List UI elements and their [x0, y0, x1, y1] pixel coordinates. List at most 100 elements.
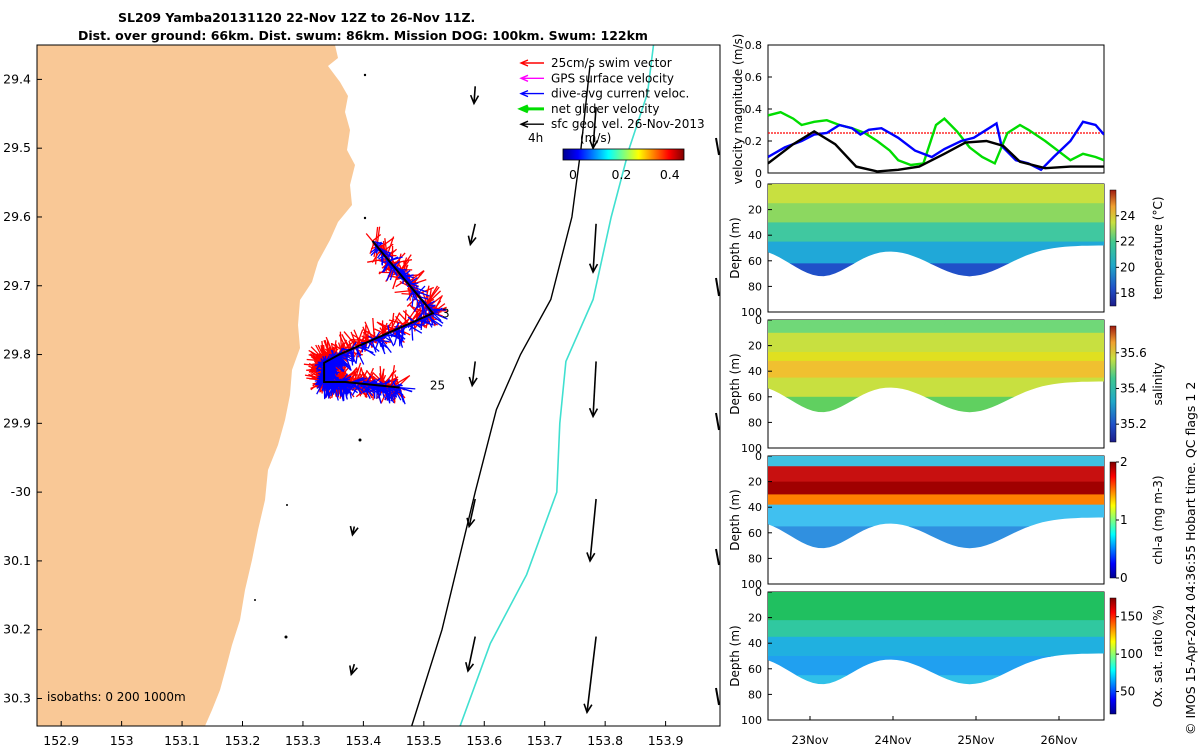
vector-stroke: [393, 327, 400, 346]
section-profile-top: [898, 320, 905, 327]
section-profile-top: [966, 184, 973, 191]
section-profile-top: [959, 456, 966, 463]
section-profile-top: [932, 456, 939, 463]
section-profile-top: [1061, 184, 1068, 191]
section-profile-top: [796, 456, 803, 463]
section-x-tick-label: 25Nov: [957, 733, 994, 747]
section-profile-top: [1102, 320, 1104, 326]
section-profile-top: [789, 592, 796, 599]
small-islands: [254, 73, 367, 639]
map-x-tick-label: 153.9: [648, 733, 684, 748]
vector-stroke: [371, 339, 377, 353]
section-y-tick-label: 40: [748, 637, 762, 650]
coastline-land: [37, 45, 355, 726]
section-profile-top: [816, 320, 823, 327]
section-profile-top: [1102, 592, 1104, 598]
section-profile-top: [1027, 320, 1034, 327]
legend-label: 25cm/s swim vector: [551, 56, 672, 70]
section-profile-top: [809, 592, 816, 599]
section-profile-top: [830, 184, 837, 191]
section-profile-top: [1040, 320, 1048, 327]
map-x-tick-label: 153.2: [225, 733, 261, 748]
map-x-axis: 152.9 153 153.1 153.2 153.3 153.4 153.5 153.6 15…: [43, 721, 684, 748]
section-x-tick-label: 26Nov: [1040, 733, 1077, 747]
vector-stroke: [331, 350, 335, 358]
vector-stroke: [364, 375, 372, 385]
section-profile-top: [932, 184, 939, 191]
section-profile-top: [938, 456, 946, 463]
section-profile-top: [979, 592, 986, 599]
section-profile-top: [789, 320, 796, 327]
section-profile-top: [945, 456, 952, 463]
vector-stroke: [362, 326, 370, 342]
section-profile-top: [1040, 456, 1048, 463]
section-profile-top: [925, 456, 932, 463]
section-colorbar: [1109, 189, 1117, 307]
section-profile-top: [850, 320, 857, 327]
section-profile-top: [836, 184, 844, 191]
vector-stroke: [378, 336, 392, 353]
section-profile-top: [1095, 592, 1102, 599]
section-profile-top: [1027, 184, 1034, 191]
section-profile-top: [938, 184, 946, 191]
section-profile-top: [911, 184, 918, 191]
vector-stroke: [407, 316, 415, 323]
colorbar-label: (m/s): [580, 131, 611, 145]
section-profile-top: [775, 456, 782, 463]
map-x-tick-label: 153.5: [406, 733, 442, 748]
section-profile-top: [768, 592, 776, 599]
section-profile-top: [857, 456, 864, 463]
section-profile-top: [918, 592, 925, 599]
vector-stroke: [348, 349, 357, 364]
section-profile-top: [775, 592, 782, 599]
section-profile-top: [1020, 592, 1027, 599]
section-profile-top: [1068, 592, 1075, 599]
legend-label: dive-avg current veloc.: [551, 87, 689, 101]
section-band: [768, 636, 1104, 657]
section-y-tick-label: 100: [741, 306, 762, 319]
map-y-tick-label: 29.8: [3, 347, 31, 362]
vector-stroke: [364, 321, 374, 341]
section-band: [768, 620, 1104, 638]
section-profile-top: [993, 320, 1000, 327]
vector-stroke: [388, 386, 396, 398]
section-profile-top: [945, 320, 952, 327]
section-profile-top: [877, 456, 884, 463]
section-profile-top: [1068, 456, 1075, 463]
section-profile-top: [972, 592, 980, 599]
section-profile-top: [823, 592, 830, 599]
section-profile-top: [1040, 592, 1048, 599]
section-profile-top: [823, 184, 830, 191]
velocity-y-tick-label: 0.6: [745, 71, 763, 84]
section-panel-ox: 0 20 40 60 80 100 Depth (m) 50 100 150 Ox. sat. ra…: [728, 586, 1165, 747]
section-profile-top: [986, 184, 993, 191]
section-profile-top: [972, 184, 980, 191]
section-profile-top: [966, 456, 973, 463]
section-profile-top: [809, 456, 816, 463]
map-x-tick-label: 153.4: [345, 733, 381, 748]
vector-stroke: [323, 368, 331, 372]
section-profile-top: [891, 184, 898, 191]
section-profile-top: [830, 456, 837, 463]
section-y-tick-label: 20: [748, 204, 762, 217]
velocity-y-tick-label: 0.8: [745, 39, 763, 52]
section-y-tick-label: 60: [748, 391, 762, 404]
vector-stroke: [389, 266, 395, 281]
vector-stroke: [323, 362, 336, 367]
vector-stroke: [353, 382, 362, 395]
map-x-tick-label: 153.1: [164, 733, 200, 748]
colorbar-label: chl-a (mg m-3): [1151, 475, 1165, 564]
map-y-tick-label: 30.3: [3, 690, 31, 705]
vector-stroke: [412, 289, 421, 308]
section-band: [768, 466, 1104, 483]
section-profile-top: [972, 320, 980, 327]
section-profile-top: [1054, 592, 1061, 599]
map-x-tick-label: 153.7: [527, 733, 563, 748]
vector-stroke: [363, 336, 369, 343]
section-profile-top: [843, 592, 850, 599]
section-profile-top: [836, 592, 844, 599]
section-profile-top: [884, 456, 891, 463]
section-profile-top: [789, 184, 796, 191]
section-profile-top: [850, 184, 857, 191]
